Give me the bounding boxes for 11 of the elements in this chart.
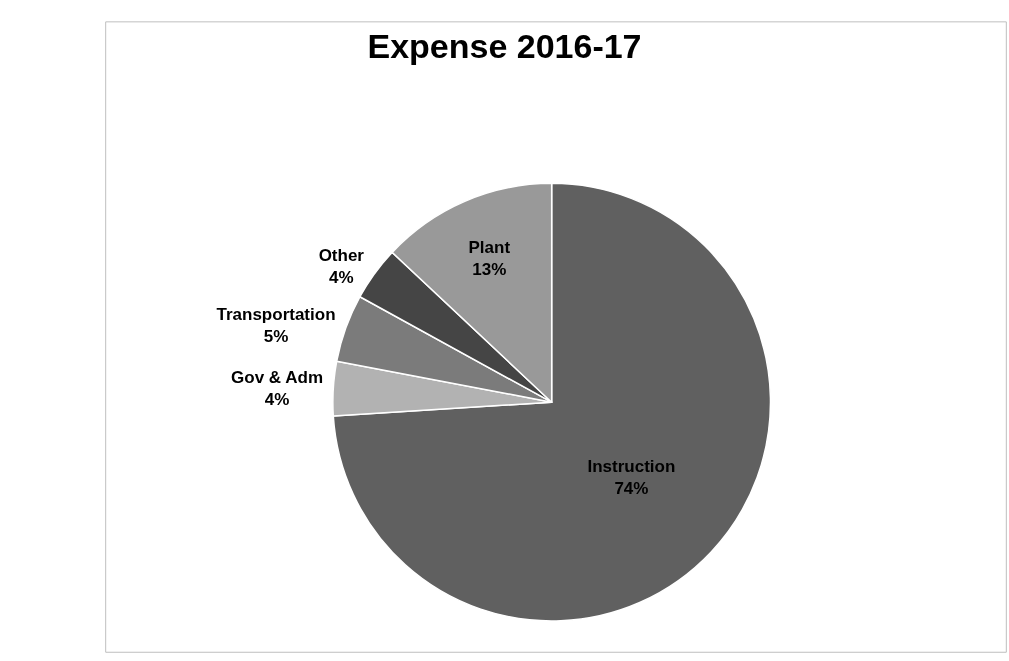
data-label: 5% bbox=[263, 327, 289, 347]
slice-label: Gov & Adm bbox=[231, 367, 324, 387]
data-label: 4% bbox=[264, 389, 290, 409]
data-label: 13% bbox=[472, 259, 507, 279]
data-label: 4% bbox=[329, 268, 354, 288]
slice-label: Plant bbox=[468, 237, 511, 257]
data-label: 74% bbox=[614, 478, 649, 498]
slice-label: Other bbox=[318, 245, 365, 265]
slice-label: Transportation bbox=[216, 305, 336, 325]
chart-title: Expense 2016-17 bbox=[367, 27, 642, 66]
slice-label: Instruction bbox=[587, 456, 676, 476]
